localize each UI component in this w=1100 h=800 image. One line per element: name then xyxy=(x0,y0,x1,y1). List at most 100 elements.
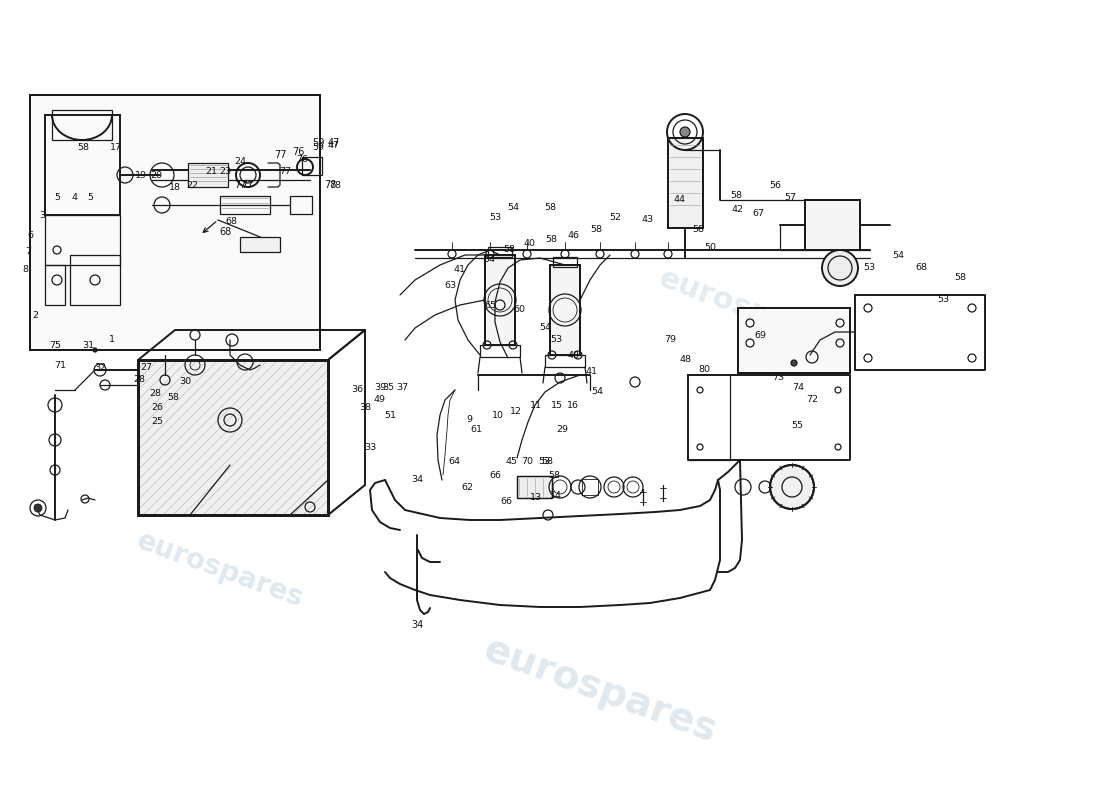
Circle shape xyxy=(770,465,814,509)
Bar xyxy=(668,138,703,228)
Text: 44: 44 xyxy=(674,195,686,205)
Bar xyxy=(738,308,850,373)
Bar xyxy=(138,360,328,515)
Text: 4: 4 xyxy=(72,193,77,202)
Text: 24: 24 xyxy=(234,158,246,166)
Text: 10: 10 xyxy=(492,410,504,419)
Bar xyxy=(544,355,585,367)
Text: 65: 65 xyxy=(484,301,496,310)
Text: 2: 2 xyxy=(32,310,39,319)
Text: 40: 40 xyxy=(522,238,535,247)
Text: 36: 36 xyxy=(351,386,363,394)
Text: 54: 54 xyxy=(591,387,603,397)
Text: 78: 78 xyxy=(323,180,337,190)
Bar xyxy=(290,196,312,214)
Text: 74: 74 xyxy=(792,383,804,393)
Text: 21: 21 xyxy=(205,167,217,177)
Circle shape xyxy=(34,504,42,512)
Text: 31: 31 xyxy=(81,341,95,350)
Text: 58: 58 xyxy=(167,393,179,402)
Text: 23: 23 xyxy=(219,167,231,177)
Text: 45: 45 xyxy=(506,458,518,466)
Text: 57: 57 xyxy=(784,194,796,202)
Text: 58: 58 xyxy=(544,203,556,213)
Text: 12: 12 xyxy=(510,407,522,417)
Text: 28: 28 xyxy=(133,375,145,385)
Bar xyxy=(138,360,328,515)
Text: 29: 29 xyxy=(556,426,568,434)
Text: 53: 53 xyxy=(488,213,502,222)
Text: 20: 20 xyxy=(150,170,162,179)
Bar xyxy=(805,200,860,250)
Bar xyxy=(582,479,598,495)
Bar xyxy=(517,476,552,498)
Text: 60: 60 xyxy=(513,306,525,314)
Text: 58: 58 xyxy=(548,470,560,479)
Text: 54: 54 xyxy=(483,255,495,265)
Text: 28: 28 xyxy=(148,389,161,398)
Text: 11: 11 xyxy=(530,402,542,410)
Text: 27: 27 xyxy=(140,363,152,373)
Text: 6: 6 xyxy=(28,230,33,239)
Text: 19: 19 xyxy=(135,170,147,179)
Text: 49: 49 xyxy=(374,395,386,405)
Text: 64: 64 xyxy=(448,458,460,466)
Text: 66: 66 xyxy=(500,498,512,506)
Bar xyxy=(70,255,120,305)
Circle shape xyxy=(94,348,97,352)
Text: 18: 18 xyxy=(169,183,182,193)
Text: 58: 58 xyxy=(730,190,743,199)
Text: 38: 38 xyxy=(359,402,371,411)
Text: 80: 80 xyxy=(698,366,710,374)
Text: 5: 5 xyxy=(87,193,94,202)
Bar xyxy=(220,196,270,214)
Text: 61: 61 xyxy=(470,426,482,434)
Text: 62: 62 xyxy=(461,482,473,491)
Text: 77: 77 xyxy=(274,150,286,160)
Text: 53: 53 xyxy=(550,335,562,345)
Text: 39: 39 xyxy=(374,383,386,393)
Text: 9: 9 xyxy=(466,415,472,425)
Text: 8: 8 xyxy=(22,266,28,274)
Text: 51: 51 xyxy=(384,410,396,419)
Text: 34: 34 xyxy=(411,620,424,630)
Text: 41: 41 xyxy=(453,266,465,274)
Text: 32: 32 xyxy=(94,363,106,373)
Text: 68: 68 xyxy=(226,218,236,226)
Text: 53: 53 xyxy=(937,295,949,305)
Text: 63: 63 xyxy=(444,281,456,290)
Text: 53: 53 xyxy=(538,458,550,466)
Text: 58: 58 xyxy=(692,226,704,234)
Text: 77: 77 xyxy=(233,180,246,190)
Bar xyxy=(240,237,280,252)
Bar xyxy=(302,157,322,175)
Text: 58: 58 xyxy=(503,246,515,254)
Text: 3: 3 xyxy=(39,210,45,219)
Text: 17: 17 xyxy=(110,143,122,153)
Text: 59: 59 xyxy=(311,138,324,148)
Text: 46: 46 xyxy=(566,230,579,239)
Text: 34: 34 xyxy=(411,475,424,485)
Text: 47: 47 xyxy=(328,141,340,150)
Text: eurospares: eurospares xyxy=(478,630,722,750)
Circle shape xyxy=(791,360,798,366)
Text: 75: 75 xyxy=(50,341,60,350)
Text: 14: 14 xyxy=(550,491,562,501)
Text: 37: 37 xyxy=(396,382,408,391)
Bar xyxy=(45,265,65,305)
Text: 5: 5 xyxy=(54,193,60,202)
Bar xyxy=(485,255,515,345)
Text: 68: 68 xyxy=(915,263,927,273)
Text: 26: 26 xyxy=(151,403,163,413)
Text: 68: 68 xyxy=(219,227,231,237)
Text: 30: 30 xyxy=(179,378,191,386)
Text: 35: 35 xyxy=(382,382,394,391)
Bar xyxy=(52,110,112,140)
Text: eurospares: eurospares xyxy=(133,526,307,614)
Bar xyxy=(45,215,120,265)
Text: 1: 1 xyxy=(109,335,116,345)
Text: 76: 76 xyxy=(292,147,305,157)
Text: 77: 77 xyxy=(279,167,292,177)
Text: 47: 47 xyxy=(328,138,340,148)
Text: 70: 70 xyxy=(521,458,534,466)
